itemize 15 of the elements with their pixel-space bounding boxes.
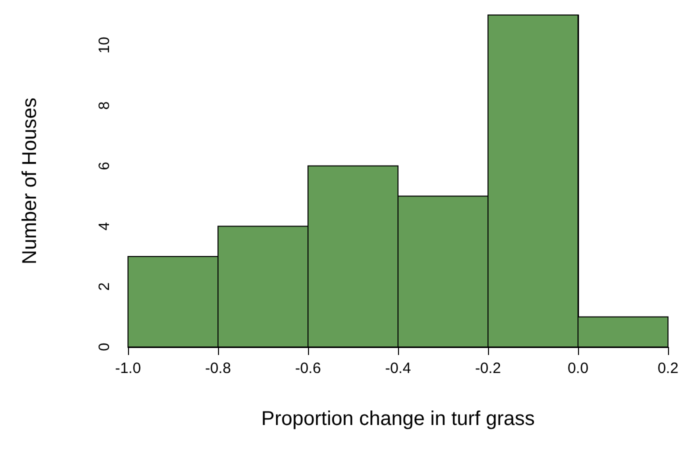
x-tick-label: -0.8 bbox=[205, 360, 231, 377]
y-tick-label: 0 bbox=[96, 342, 113, 352]
x-tick-label: 0.2 bbox=[658, 360, 678, 377]
y-tick-label: 6 bbox=[96, 162, 113, 170]
x-tick-label: 0.0 bbox=[568, 360, 588, 377]
x-tick-label: -0.4 bbox=[385, 360, 411, 377]
x-axis-title: Proportion change in turf grass bbox=[261, 408, 535, 430]
x-tick-label: -0.6 bbox=[295, 360, 321, 377]
y-tick-label: 10 bbox=[96, 36, 113, 54]
y-axis-title: Number of Houses bbox=[19, 98, 41, 264]
y-tick-label: 2 bbox=[96, 282, 113, 291]
y-tick-label: 8 bbox=[96, 101, 113, 110]
x-tick-label: -0.2 bbox=[475, 360, 501, 377]
x-tick-label: -1.0 bbox=[115, 360, 141, 377]
y-tick-label: 4 bbox=[96, 222, 113, 230]
